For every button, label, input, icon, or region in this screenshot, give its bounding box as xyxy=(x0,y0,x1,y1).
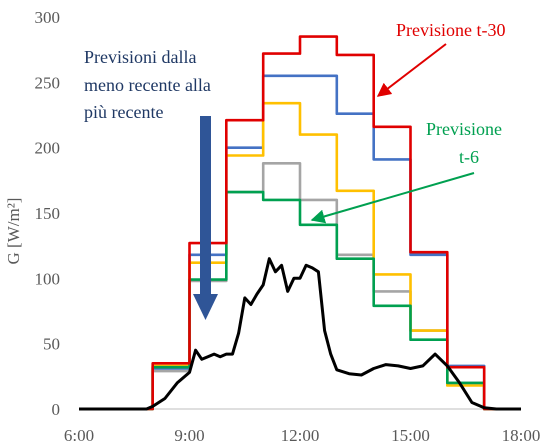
annotation-forecast-order-line-2: meno recente alla xyxy=(84,75,211,95)
x-tick-label: 12:00 xyxy=(281,426,320,445)
x-tick-label: 18:00 xyxy=(502,426,541,445)
annotation-forecast-order-line-1: Previsioni dalla xyxy=(84,47,196,67)
measured-irradiance-line xyxy=(79,257,521,411)
annotation-t6-label-line-2: t-6 xyxy=(459,147,479,167)
y-tick-label: 50 xyxy=(43,335,60,354)
y-tick-label: 300 xyxy=(35,8,61,27)
down-arrow-head xyxy=(193,294,218,320)
series-layer xyxy=(79,35,521,411)
y-tick-label: 0 xyxy=(52,400,61,419)
y-tick-label: 200 xyxy=(35,139,61,158)
annotation-t30-label: Previsione t-30 xyxy=(396,20,506,40)
forecast-series-2 xyxy=(79,101,521,411)
y-axis-label: G [W/m²] xyxy=(4,198,23,265)
y-tick-label: 150 xyxy=(35,204,61,223)
forecast-series-4 xyxy=(79,35,521,411)
x-tick-label: 6:00 xyxy=(64,426,94,445)
annotation-t30-arrow xyxy=(376,43,447,97)
y-axis-ticks: 0 50 100 150 200 250 300 xyxy=(35,8,61,419)
x-tick-label: 9:00 xyxy=(174,426,204,445)
annotation-t6-label-line-1: Previsione xyxy=(426,119,502,139)
y-tick-label: 250 xyxy=(35,73,61,92)
annotation-forecast-order: Previsioni dalla meno recente alla più r… xyxy=(84,47,218,320)
x-tick-label: 15:00 xyxy=(391,426,430,445)
annotation-t6-arrow xyxy=(310,172,475,224)
x-axis-ticks: 6:00 9:00 12:00 15:00 18:00 xyxy=(64,426,540,445)
annotation-t6: Previsione t-6 xyxy=(310,119,502,224)
y-tick-label: 100 xyxy=(35,269,61,288)
annotation-forecast-order-line-3: più recente xyxy=(84,102,163,122)
down-arrow-shaft xyxy=(200,116,211,296)
annotation-t30: Previsione t-30 xyxy=(376,20,506,97)
